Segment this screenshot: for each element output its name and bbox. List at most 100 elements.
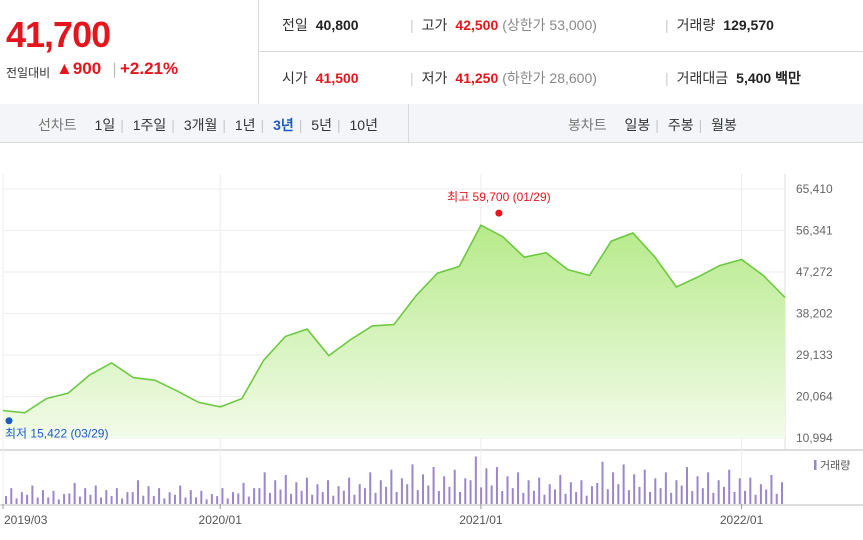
x-tick-label: 2019/03 — [4, 513, 48, 527]
tab-weekly[interactable]: 주봉 — [668, 117, 694, 133]
line-chart-tabs: 선차트 1일| 1주일| 3개월| 1년| 3년| 5년| 10년 — [38, 115, 378, 135]
volume-bar — [470, 480, 472, 504]
volume-bar — [427, 486, 429, 504]
tab-1y[interactable]: 1년 — [235, 117, 256, 133]
x-tick-label: 2022/01 — [720, 513, 764, 527]
y-tick-label: 65,410 — [796, 182, 833, 196]
volume-bar — [111, 496, 113, 504]
change-rate: +2.21% — [120, 59, 178, 79]
volume-bar — [612, 472, 614, 504]
volume-bar — [728, 470, 730, 504]
volume-bar — [686, 467, 688, 504]
volume-bar — [580, 480, 582, 504]
y-tick-label: 56,341 — [796, 224, 833, 238]
volume-bar — [211, 494, 213, 504]
volume-bar — [623, 464, 625, 504]
tab-1w[interactable]: 1주일 — [133, 117, 167, 133]
volume-bar — [733, 492, 735, 504]
volume-bar — [200, 491, 202, 504]
tab-daily[interactable]: 일봉 — [625, 117, 651, 133]
change-value: ▲900 — [56, 59, 101, 79]
volume-bar — [327, 480, 329, 504]
volume-bar — [206, 499, 208, 504]
volume-bar — [681, 486, 683, 504]
y-tick-label: 20,064 — [796, 390, 833, 404]
stats-row-divider — [259, 51, 863, 52]
volume-legend-swatch — [814, 460, 817, 470]
tab-3m[interactable]: 3개월 — [184, 117, 218, 133]
volume-bar — [380, 480, 382, 504]
volume-bar — [649, 492, 651, 504]
volume-bar — [243, 483, 245, 504]
volume-bar — [586, 496, 588, 504]
tab-5y[interactable]: 5년 — [311, 117, 332, 133]
volume-bar — [633, 474, 635, 504]
volume-bar — [338, 486, 340, 504]
tab-monthly[interactable]: 월봉 — [711, 117, 737, 133]
volume-bar — [227, 498, 229, 504]
volume-bar — [417, 490, 419, 504]
volume-bar — [295, 482, 297, 504]
y-tick-label: 29,133 — [796, 348, 833, 362]
volume-bar — [406, 484, 408, 504]
volume-bar — [617, 484, 619, 504]
volume-bar — [691, 491, 693, 504]
change-label: 전일대비 — [6, 64, 50, 81]
tab-1d[interactable]: 1일 — [95, 117, 116, 133]
tab-10y[interactable]: 10년 — [350, 117, 378, 133]
volume-bar — [126, 492, 128, 504]
volume-bar — [512, 488, 514, 504]
tab-3y[interactable]: 3년 — [273, 117, 294, 133]
volume-bar — [443, 476, 445, 504]
max-marker — [495, 210, 502, 217]
volume-bar — [670, 493, 672, 504]
max-annotation: 최고 59,700 (01/29) — [447, 190, 550, 204]
volume-bar — [485, 468, 487, 504]
volume-bar — [248, 497, 250, 504]
volume-bar — [675, 480, 677, 504]
volume-bar — [543, 495, 545, 504]
volume-bar — [89, 495, 91, 504]
volume-bar — [665, 472, 667, 504]
volume-bar — [100, 498, 102, 504]
volume-bar — [343, 491, 345, 504]
volume-bar — [10, 488, 12, 504]
volume-bar — [660, 488, 662, 504]
volume-bar — [628, 490, 630, 504]
volume-bar — [142, 496, 144, 504]
volume-bar — [301, 491, 303, 504]
volume-bar — [121, 498, 123, 504]
volume-bar — [68, 493, 70, 504]
volume-bar — [353, 495, 355, 504]
volume-bar — [237, 493, 239, 504]
volume-bar — [79, 497, 81, 504]
price-summary: 41,700 전일대비 ▲900 | +2.21% — [0, 0, 259, 104]
volume-bar — [522, 493, 524, 504]
volume-bar — [258, 488, 260, 504]
volume-bar — [496, 467, 498, 504]
volume-bar — [554, 489, 556, 504]
volume-bar — [459, 492, 461, 504]
volume-bar — [749, 478, 751, 504]
volume-bar — [31, 486, 33, 504]
volume-bar — [591, 486, 593, 504]
volume-bar — [570, 482, 572, 504]
volume-bar — [454, 470, 456, 504]
volume-bar — [464, 478, 466, 504]
volume-bar — [422, 474, 424, 504]
volume-bar — [26, 495, 28, 504]
volume-bar — [506, 476, 508, 504]
volume-bar — [760, 484, 762, 504]
volume-bar — [174, 495, 176, 504]
volume-bar — [306, 478, 308, 504]
volume-bar — [253, 488, 255, 504]
price-area — [3, 225, 785, 438]
price-chart-svg: 65,41056,34147,27238,20229,13320,06410,9… — [0, 142, 863, 536]
volume-bar — [433, 467, 435, 504]
